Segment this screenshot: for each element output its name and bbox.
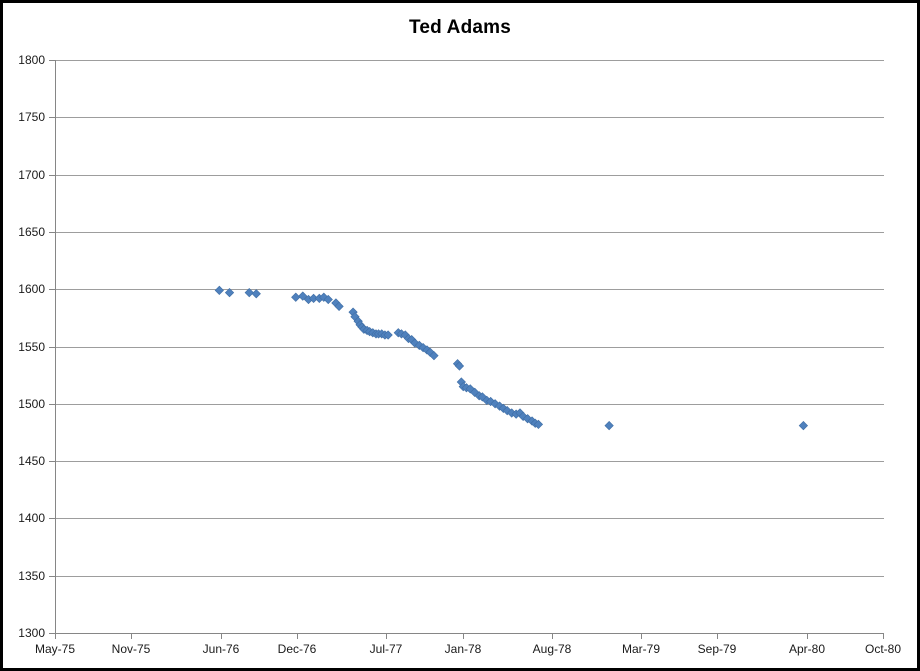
x-axis-label: Nov-75 xyxy=(112,642,151,656)
data-point xyxy=(522,414,533,424)
y-axis-label: 1700 xyxy=(18,168,45,182)
y-axis-label: 1450 xyxy=(18,454,45,468)
y-axis-label: 1400 xyxy=(18,511,45,525)
data-point xyxy=(418,343,428,353)
x-axis-label: Jul-77 xyxy=(370,642,403,656)
scatter-plot-area: 1300 1350 1400 1450 1500 1550 1600 1650 1700 1750… xyxy=(18,53,901,656)
data-point xyxy=(323,294,333,305)
data-point xyxy=(244,288,254,298)
chart-title: Ted Adams xyxy=(408,17,512,38)
data-point xyxy=(214,285,224,295)
y-axis-label: 1550 xyxy=(18,340,45,354)
data-point xyxy=(533,419,544,430)
data-point xyxy=(291,292,301,302)
y-axis-label: 1300 xyxy=(18,626,45,640)
data-point xyxy=(429,351,439,361)
data-point xyxy=(410,338,420,348)
data-point xyxy=(319,292,329,302)
data-point xyxy=(490,399,500,409)
x-axis-label: Jan-78 xyxy=(445,642,482,656)
x-axis-label: Sep-79 xyxy=(698,642,737,656)
data-point xyxy=(251,289,261,299)
x-axis-label: May-75 xyxy=(35,642,75,656)
x-axis-label: Dec-76 xyxy=(278,642,317,656)
data-point xyxy=(383,330,393,340)
data-point xyxy=(334,301,344,312)
x-axis-label: Aug-78 xyxy=(533,642,572,656)
x-axis-label: Apr-80 xyxy=(789,642,825,656)
y-axis-label: 1800 xyxy=(18,53,45,67)
y-axis-label: 1750 xyxy=(18,110,45,124)
x-axis-label: Mar-79 xyxy=(622,642,660,656)
y-axis-label: 1650 xyxy=(18,225,45,239)
data-point xyxy=(498,403,509,414)
y-axis-label: 1600 xyxy=(18,282,45,296)
x-axis-label: Oct-80 xyxy=(865,642,901,656)
data-point xyxy=(798,420,809,431)
y-axis-label: 1350 xyxy=(18,569,45,583)
data-point xyxy=(298,291,308,301)
data-point xyxy=(414,340,424,350)
x-axis-label: Jun-76 xyxy=(203,642,240,656)
data-point xyxy=(224,288,235,298)
data-point xyxy=(465,384,475,394)
data-point xyxy=(454,361,465,371)
y-axis-label: 1500 xyxy=(18,397,45,411)
data-point xyxy=(604,420,614,431)
